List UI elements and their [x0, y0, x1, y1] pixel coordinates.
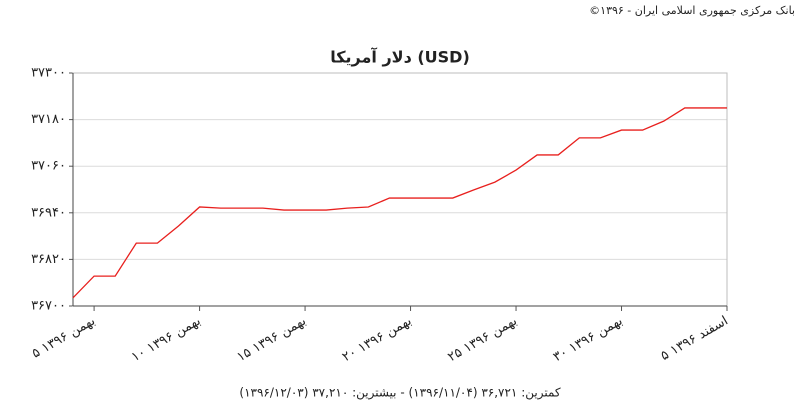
y-tick-label: ۳۶۸۲۰: [31, 252, 66, 267]
x-tick-label: ۲۵ بهمن ۱۳۹۶: [445, 314, 519, 366]
x-tick-label: ۱۰ بهمن ۱۳۹۶: [129, 314, 203, 366]
x-tick-label: ۱۵ بهمن ۱۳۹۶: [234, 314, 308, 366]
y-tick-label: ۳۷۰۶۰: [31, 159, 66, 174]
x-tick-label: ۲۰ بهمن ۱۳۹۶: [340, 314, 414, 366]
y-tick-label: ۳۶۹۴۰: [31, 205, 66, 220]
y-tick-label: ۳۶۷۰۰: [31, 299, 66, 314]
y-tick-label: ۳۷۱۸۰: [31, 112, 66, 127]
footer: کمترین: ۳۶,۷۲۱ (۱۳۹۶/۱۱/۰۴) - بیشترین: ۳…: [239, 386, 560, 401]
source: بانک مرکزی جمهوری اسلامی ایران - ۱۳۹۶©: [589, 4, 795, 17]
x-tick-label: ۵ بهمن ۱۳۹۶: [30, 314, 98, 362]
y-tick-label: ۳۷۳۰۰: [31, 66, 66, 81]
plot-frame: [72, 72, 728, 307]
line-series: [72, 107, 727, 299]
x-tick-label: ۵ اسفند ۱۳۹۶: [658, 314, 730, 365]
chart-title: دلار آمریکا (USD): [330, 47, 470, 67]
x-tick-label: ۳۰ بهمن ۱۳۹۶: [551, 314, 625, 366]
